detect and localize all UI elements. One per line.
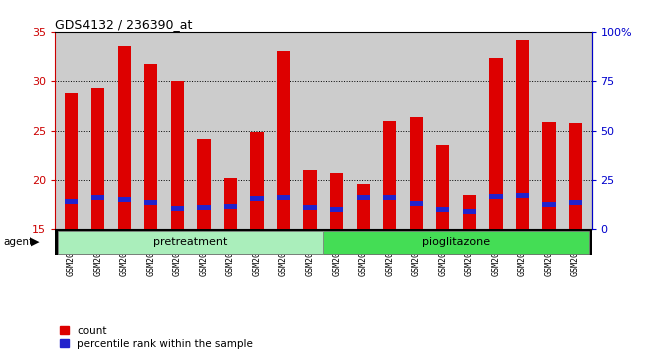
Bar [277,51,290,229]
Bar [489,194,502,199]
Bar [516,193,529,198]
Bar [118,46,131,229]
Text: pretreatment: pretreatment [153,237,228,247]
Bar [118,197,131,202]
Bar [144,64,157,229]
Bar [304,170,317,229]
Text: agent: agent [3,237,33,247]
Text: pioglitazone: pioglitazone [422,237,490,247]
Bar [64,93,78,229]
Bar [91,88,105,229]
Bar [410,201,423,206]
Bar [542,122,556,229]
Text: GDS4132 / 236390_at: GDS4132 / 236390_at [55,18,192,31]
Bar [357,195,370,200]
Bar [330,207,343,212]
Bar [330,173,343,229]
Bar [569,200,582,205]
Bar [304,205,317,210]
Bar [516,40,529,229]
Bar [324,230,589,253]
Bar [58,230,324,253]
Bar [569,122,582,229]
Bar [224,204,237,209]
Bar [171,206,184,211]
Bar [144,200,157,205]
Bar [64,199,78,204]
Bar [489,57,502,229]
Bar [463,195,476,229]
Bar [410,117,423,229]
Bar [250,132,264,229]
Bar [198,139,211,229]
Bar [198,205,211,210]
Bar [224,178,237,229]
Bar [357,184,370,229]
Bar [436,145,449,229]
Bar [171,81,184,229]
Bar [463,209,476,214]
Bar [277,195,290,200]
Text: ▶: ▶ [31,237,40,247]
Bar [436,207,449,212]
Bar [250,196,264,201]
Legend: count, percentile rank within the sample: count, percentile rank within the sample [60,326,253,349]
Bar [542,202,556,207]
Bar [383,195,396,200]
Bar [383,121,396,229]
Bar [91,195,105,200]
